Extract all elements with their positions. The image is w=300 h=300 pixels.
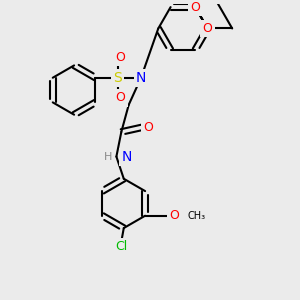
Text: O: O bbox=[143, 121, 153, 134]
Text: O: O bbox=[116, 51, 125, 64]
Text: N: N bbox=[136, 71, 146, 85]
Text: Cl: Cl bbox=[115, 240, 128, 253]
Text: S: S bbox=[113, 71, 122, 85]
Text: O: O bbox=[116, 92, 125, 104]
Text: N: N bbox=[121, 150, 132, 164]
Text: O: O bbox=[202, 22, 212, 35]
Text: O: O bbox=[169, 209, 178, 222]
Text: CH₃: CH₃ bbox=[188, 211, 206, 221]
Text: H: H bbox=[104, 152, 112, 162]
Text: O: O bbox=[190, 1, 200, 13]
